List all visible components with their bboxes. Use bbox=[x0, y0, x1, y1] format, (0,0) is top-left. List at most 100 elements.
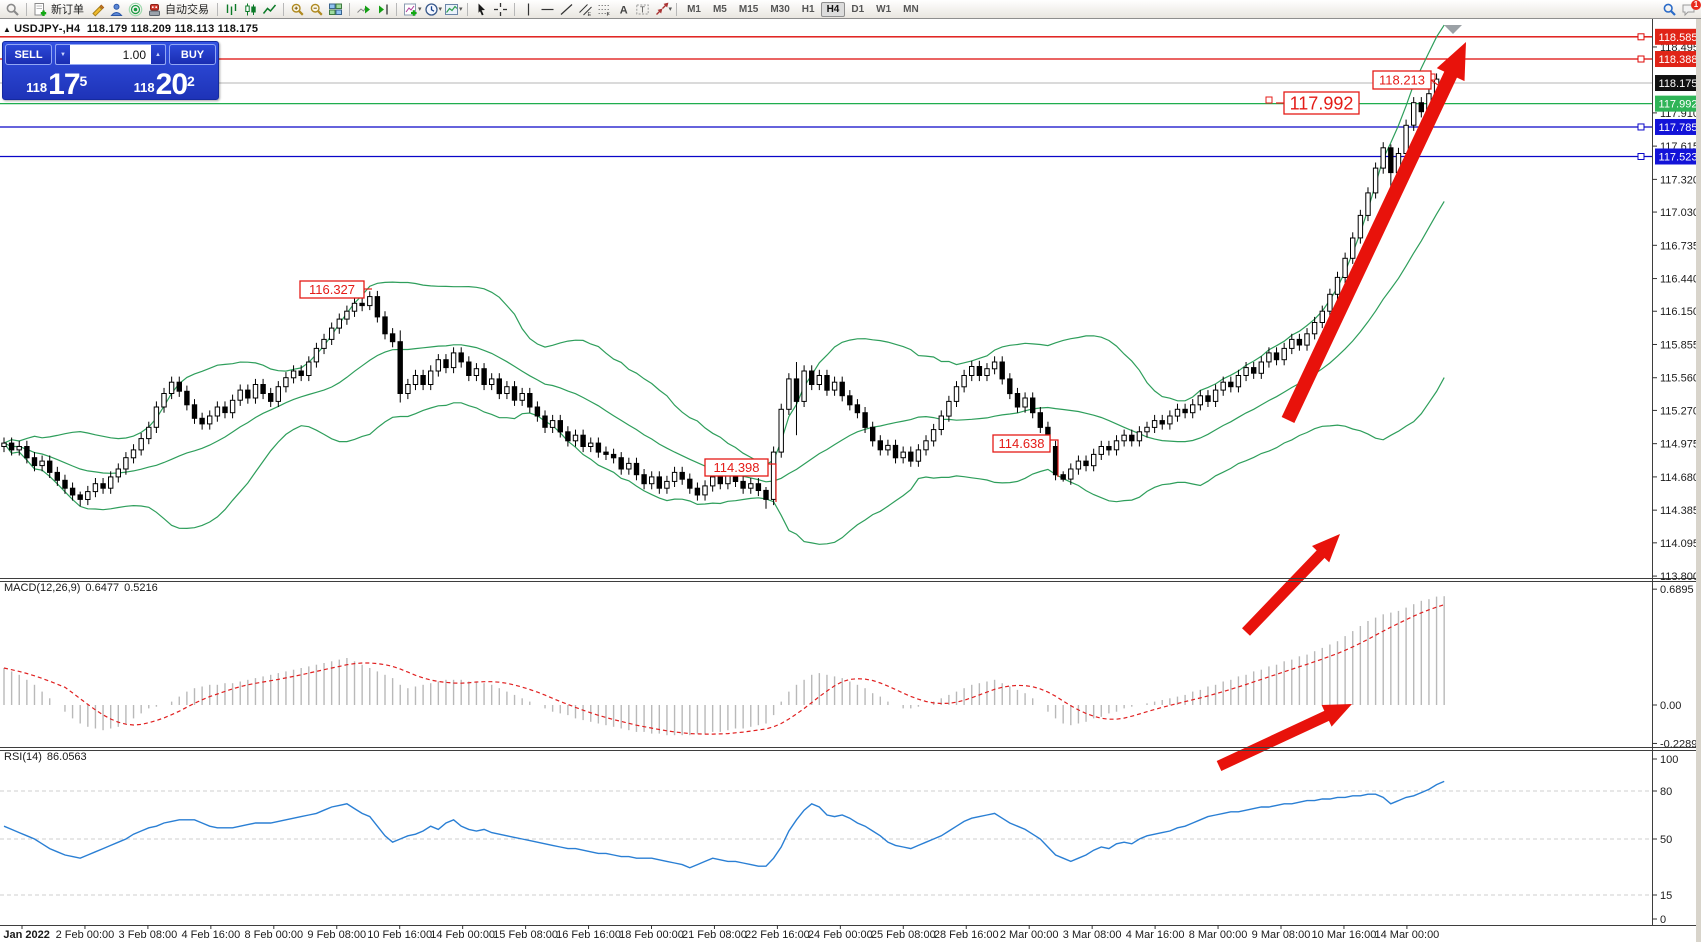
price-tick: 116.735 bbox=[1660, 240, 1699, 252]
toolbar-separator bbox=[676, 2, 678, 16]
line-handle[interactable] bbox=[1637, 55, 1645, 63]
line-handle[interactable] bbox=[1637, 123, 1645, 131]
panel-collapse-icon[interactable]: ▲ bbox=[3, 25, 12, 34]
date-label: 22 Feb 16:00 bbox=[745, 929, 810, 941]
chart-shift-icon[interactable] bbox=[373, 1, 392, 18]
time-axis[interactable]: 1 Jan 2022 2 Feb 00:00 3 Feb 08:004 Feb 16… bbox=[0, 925, 1439, 941]
timeframe-d1-button[interactable]: D1 bbox=[851, 3, 865, 15]
timeframe-h4-button[interactable]: H4 bbox=[820, 1, 846, 17]
price-tick: 114.095 bbox=[1660, 538, 1699, 550]
timeframe-mn-button[interactable]: MN bbox=[903, 3, 919, 15]
price-tick: 116.150 bbox=[1660, 306, 1699, 318]
macd-panel bbox=[3, 596, 1445, 736]
new-order-icon[interactable] bbox=[31, 1, 50, 18]
text-icon[interactable]: A bbox=[614, 1, 633, 18]
arrows-icon-dropdown[interactable]: ▾ bbox=[668, 6, 673, 13]
rsi-tick: 100 bbox=[1660, 754, 1678, 766]
indicators-icon[interactable] bbox=[401, 1, 420, 18]
date-label: 18 Feb 00:00 bbox=[619, 929, 684, 941]
buy-button[interactable]: BUY bbox=[169, 44, 216, 65]
tile-windows-icon[interactable] bbox=[326, 1, 345, 18]
label-icon[interactable]: T bbox=[633, 1, 652, 18]
price-tick: 114.680 bbox=[1660, 472, 1699, 484]
vline-icon[interactable] bbox=[519, 1, 538, 18]
timeframe-m15-button[interactable]: M15 bbox=[738, 3, 759, 15]
svg-text:118.213: 118.213 bbox=[1379, 73, 1425, 88]
trend-arrow[interactable] bbox=[1216, 704, 1352, 771]
zoom-in-icon[interactable] bbox=[288, 1, 307, 18]
price-tag-value: 117.785 bbox=[1659, 122, 1698, 134]
price-annotation[interactable]: 117.992 bbox=[1265, 91, 1360, 115]
cursor-icon[interactable] bbox=[472, 1, 491, 18]
price-tick: 113.800 bbox=[1660, 571, 1699, 583]
market-watch-icon[interactable] bbox=[107, 1, 126, 18]
candle-chart-icon[interactable] bbox=[241, 1, 260, 18]
templates-icon-dropdown[interactable]: ▾ bbox=[459, 6, 463, 13]
search-icon[interactable] bbox=[1660, 1, 1679, 18]
auto-scroll-icon[interactable] bbox=[354, 1, 373, 18]
toolbar-separator bbox=[396, 2, 397, 16]
timeframe-h1-button[interactable]: H1 bbox=[801, 3, 815, 15]
chat-icon[interactable]: 1 bbox=[1679, 0, 1701, 18]
channel-icon[interactable]: E bbox=[576, 1, 595, 18]
date-label: 9 Feb 08:00 bbox=[307, 929, 366, 941]
window-edge bbox=[1696, 19, 1701, 942]
date-label: 2 Feb 00:00 bbox=[56, 929, 115, 941]
down-arrow-marker[interactable] bbox=[1444, 25, 1462, 34]
hline-icon[interactable] bbox=[538, 1, 557, 18]
autotrading-icon[interactable] bbox=[145, 1, 164, 18]
date-label: 4 Mar 16:00 bbox=[1126, 929, 1185, 941]
date-label: 21 Feb 08:00 bbox=[682, 929, 747, 941]
date-label: 16 Feb 16:00 bbox=[556, 929, 621, 941]
date-label: 10 Mar 16:00 bbox=[1312, 929, 1377, 941]
rsi-label: RSI(14) 86.0563 bbox=[4, 751, 87, 763]
periods-icon[interactable] bbox=[422, 1, 441, 18]
price-scale[interactable]: 118.495117.910117.615117.320117.030116.7… bbox=[1652, 28, 1701, 926]
templates-icon[interactable] bbox=[442, 1, 461, 18]
metaeditor-icon[interactable] bbox=[88, 1, 107, 18]
volume-input[interactable] bbox=[70, 45, 151, 64]
timeframe-w1-button[interactable]: W1 bbox=[876, 3, 892, 15]
fibonacci-icon[interactable]: F bbox=[595, 1, 614, 18]
toolbar-separator bbox=[466, 2, 468, 16]
price-annotation[interactable]: 116.327 bbox=[299, 280, 372, 299]
symbol-period: USDJPY-,H4 bbox=[14, 23, 81, 35]
price-annotation[interactable]: 118.213 bbox=[1372, 70, 1439, 90]
macd-tick: -0.2289 bbox=[1660, 738, 1697, 750]
autotrading-label[interactable]: 自动交易 bbox=[165, 4, 209, 16]
timeframe-m30-button[interactable]: M30 bbox=[770, 3, 790, 15]
window-search-icon[interactable] bbox=[3, 1, 22, 18]
volume-up-button[interactable]: ▲ bbox=[151, 45, 165, 64]
trendline-icon[interactable] bbox=[557, 1, 576, 18]
arrows-icon[interactable] bbox=[652, 1, 671, 18]
price-annotation[interactable]: 114.398 bbox=[704, 458, 777, 502]
date-label: 1 Jan 2022 bbox=[0, 929, 50, 941]
price-annotation[interactable]: 114.638 bbox=[992, 434, 1059, 477]
candles bbox=[1, 73, 1447, 509]
line-chart-icon[interactable] bbox=[260, 1, 279, 18]
notification-badge: 1 bbox=[1691, 0, 1701, 10]
timeframe-m1-button[interactable]: M1 bbox=[687, 3, 701, 15]
crosshair-icon[interactable] bbox=[491, 1, 510, 18]
rsi-tick: 50 bbox=[1660, 834, 1672, 846]
sell-button[interactable]: SELL bbox=[5, 44, 52, 65]
new-order-label[interactable]: 新订单 bbox=[51, 4, 84, 16]
trend-arrow[interactable] bbox=[1281, 42, 1466, 423]
trend-arrow[interactable] bbox=[1242, 534, 1340, 636]
timeframe-m5-button[interactable]: M5 bbox=[712, 3, 727, 15]
volume-down-button[interactable]: ▼ bbox=[56, 45, 70, 64]
price-tag bbox=[1655, 28, 1701, 45]
toolbar-separator bbox=[283, 2, 284, 16]
zoom-out-icon[interactable] bbox=[307, 1, 326, 18]
line-handle[interactable] bbox=[1637, 152, 1645, 160]
price-tick: 117.320 bbox=[1660, 174, 1699, 186]
bar-chart-icon[interactable] bbox=[222, 1, 241, 18]
rsi-tick: 15 bbox=[1660, 890, 1672, 902]
toolbar-separator bbox=[217, 2, 218, 16]
signals-icon[interactable] bbox=[126, 1, 145, 18]
indicators-icon-dropdown[interactable]: ▾ bbox=[418, 6, 422, 13]
price-tag bbox=[1655, 75, 1701, 92]
periods-icon-dropdown[interactable]: ▾ bbox=[438, 6, 443, 13]
line-handle[interactable] bbox=[1637, 33, 1645, 41]
